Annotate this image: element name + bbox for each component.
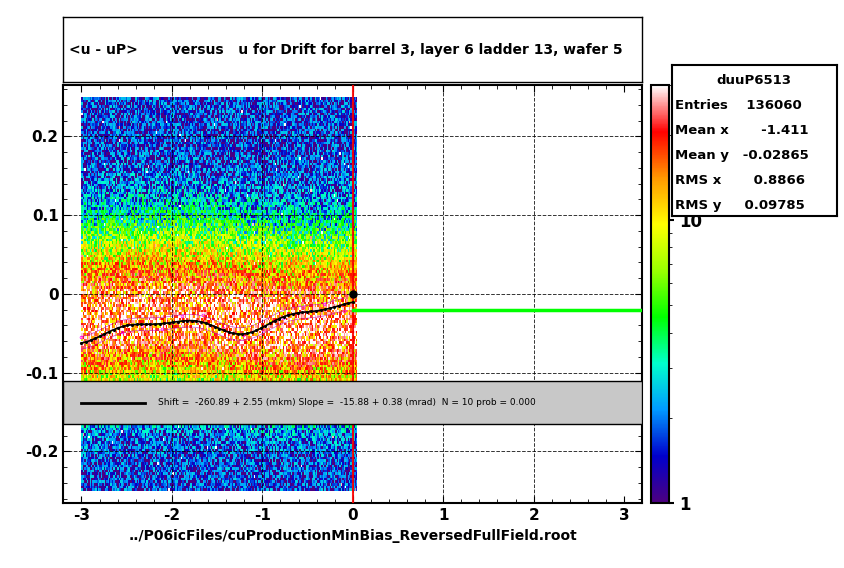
X-axis label: ../P06icFiles/cuProductionMinBias_ReversedFullField.root: ../P06icFiles/cuProductionMinBias_Revers…	[128, 529, 576, 544]
Text: Shift =  -260.89 + 2.55 (mkm) Slope =  -15.88 + 0.38 (mrad)  N = 10 prob = 0.000: Shift = -260.89 + 2.55 (mkm) Slope = -15…	[158, 398, 535, 407]
Text: <u - uP>       versus   u for Drift for barrel 3, layer 6 ladder 13, wafer 5: <u - uP> versus u for Drift for barrel 3…	[69, 43, 622, 57]
Text: Mean y   -0.02865: Mean y -0.02865	[674, 149, 808, 162]
Text: RMS y     0.09785: RMS y 0.09785	[674, 199, 803, 211]
Text: RMS x       0.8866: RMS x 0.8866	[674, 174, 804, 187]
Text: duuP6513: duuP6513	[716, 74, 791, 87]
Text: Entries    136060: Entries 136060	[674, 99, 801, 112]
Bar	[63, 381, 641, 424]
Text: Mean x       -1.411: Mean x -1.411	[674, 124, 808, 137]
